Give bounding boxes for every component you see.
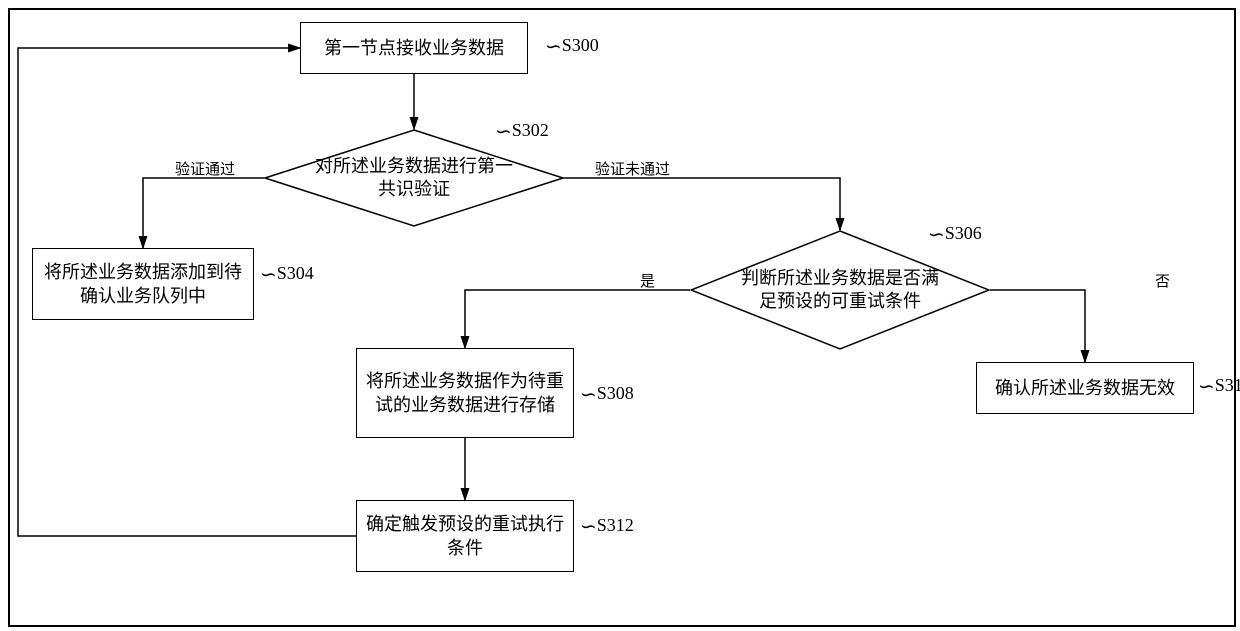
node-s312: 确定触发预设的重试执行条件: [356, 500, 574, 572]
step-label-s312: ∽S312: [580, 512, 634, 537]
node-s312-text: 确定触发预设的重试执行条件: [365, 512, 565, 561]
step-s312: S312: [597, 515, 634, 535]
step-label-s310: ∽S310: [1198, 372, 1238, 397]
node-s306-text: 判断所述业务数据是否满足预设的可重试条件: [690, 230, 990, 350]
flowchart-container: 第一节点接收业务数据 ∽S300 对所述业务数据进行第一共识验证 ∽S302 将…: [8, 8, 1236, 627]
edge-label-yes: 是: [640, 270, 655, 291]
step-label-s302: ∽S302: [495, 117, 549, 142]
node-s304-text: 将所述业务数据添加到待确认业务队列中: [41, 260, 245, 309]
edge-label-fail: 验证未通过: [595, 158, 670, 179]
step-s308: S308: [597, 383, 634, 403]
step-label-s304: ∽S304: [260, 260, 314, 285]
step-s306: S306: [945, 223, 982, 243]
step-s310: S310: [1215, 375, 1240, 395]
step-label-s306: ∽S306: [928, 220, 982, 245]
node-s302: 对所述业务数据进行第一共识验证: [264, 129, 564, 227]
edge-label-no: 否: [1155, 270, 1170, 291]
step-s302: S302: [512, 120, 549, 140]
step-s300: S300: [562, 35, 599, 55]
node-s308-text: 将所述业务数据作为待重试的业务数据进行存储: [365, 369, 565, 418]
node-s300-text: 第一节点接收业务数据: [324, 36, 504, 60]
node-s310: 确认所述业务数据无效: [976, 362, 1194, 414]
node-s310-text: 确认所述业务数据无效: [995, 376, 1175, 400]
node-s300: 第一节点接收业务数据: [300, 22, 528, 74]
step-label-s308: ∽S308: [580, 380, 634, 405]
node-s304: 将所述业务数据添加到待确认业务队列中: [32, 248, 254, 320]
step-s304: S304: [277, 263, 314, 283]
node-s302-text: 对所述业务数据进行第一共识验证: [264, 129, 564, 227]
node-s306: 判断所述业务数据是否满足预设的可重试条件: [690, 230, 990, 350]
edge-label-pass: 验证通过: [175, 158, 235, 179]
node-s308: 将所述业务数据作为待重试的业务数据进行存储: [356, 348, 574, 438]
step-label-s300: ∽S300: [545, 32, 599, 57]
